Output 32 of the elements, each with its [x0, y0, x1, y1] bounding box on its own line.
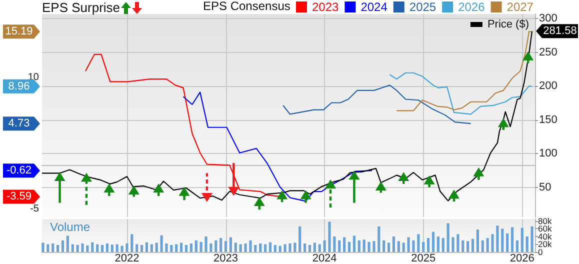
legend-label: 2027 — [506, 0, 534, 14]
legend-label: 2025 — [409, 0, 436, 14]
chart-title: Volume — [50, 220, 90, 234]
x-tick-label: 2023 — [214, 252, 238, 264]
text: -0.62 — [6, 164, 32, 177]
y-tick-label: 300 — [539, 12, 558, 25]
text: 4.73 — [8, 118, 30, 130]
legend-title: EPS Consensus — [203, 0, 290, 13]
y-tick-label: 150 — [539, 114, 558, 126]
legend-label: Price ($) — [487, 18, 529, 30]
y-tick-label: 40k — [538, 231, 552, 242]
y-tick-label: 200 — [539, 80, 558, 92]
x-tick-label: 2022 — [114, 252, 140, 264]
legend-label: 2023 — [312, 0, 340, 14]
y-tick-label: 50 — [539, 181, 552, 194]
chart-title: EPS Surprise — [42, 0, 120, 15]
y-tick-label: 20k — [538, 239, 552, 250]
y-tick-label: 100 — [539, 148, 558, 160]
x-tick-label: 2026 — [510, 252, 534, 264]
data-label: 281.58 — [543, 25, 577, 38]
y-tick-label: 250 — [539, 46, 558, 58]
text: 8.96 — [8, 80, 30, 92]
x-tick-label: 2025 — [411, 252, 436, 264]
legend-label: 2024 — [360, 0, 388, 14]
y-tick-label: 60k — [538, 224, 552, 234]
text: 15.19 — [5, 26, 33, 38]
y2-tick-label: -5 — [30, 204, 40, 215]
y-tick-label: 0 — [538, 247, 543, 257]
y-tick-label: 80k — [538, 216, 552, 226]
x-tick-label: 2024 — [312, 252, 337, 264]
legend-label: 2026 — [458, 0, 486, 14]
text: -3.59 — [6, 190, 32, 203]
